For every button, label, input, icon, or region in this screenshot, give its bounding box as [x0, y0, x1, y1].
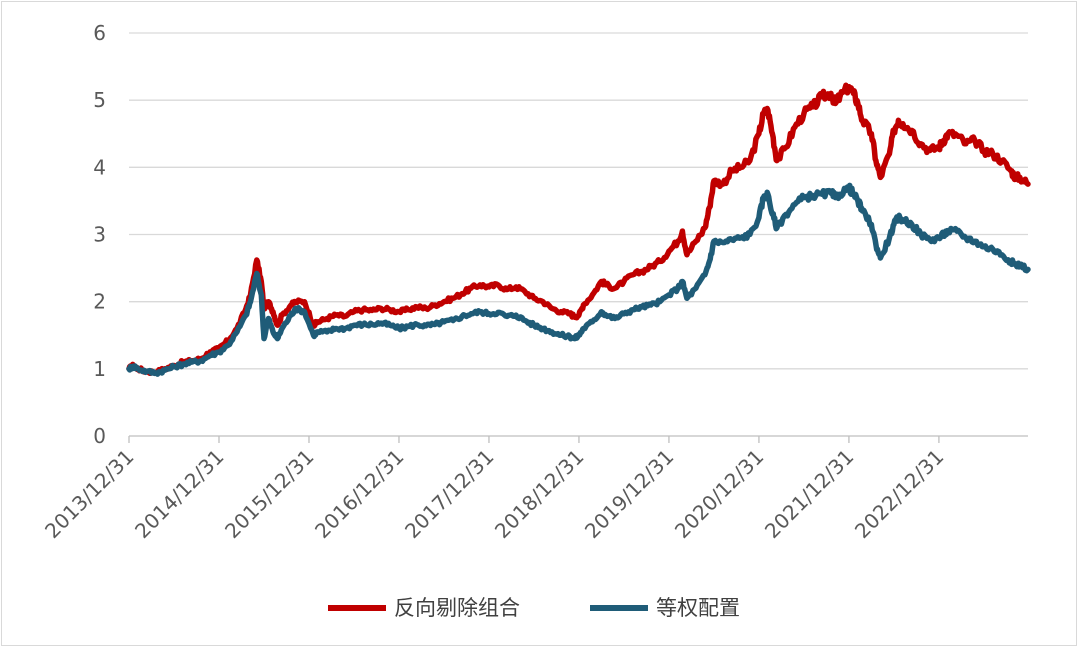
legend-item-reverse-removal: 反向剔除组合 [328, 596, 520, 620]
x-tick-label: 2014/12/31 [130, 445, 228, 543]
legend: 反向剔除组合 等权配置 [328, 596, 740, 620]
legend-item-equal-weight: 等权配置 [590, 596, 740, 620]
x-tick-label: 2022/12/31 [850, 445, 948, 543]
y-tick-label: 1 [93, 357, 106, 381]
x-axis [128, 435, 1028, 443]
legend-label-equal-weight: 等权配置 [656, 596, 740, 620]
series-line-reverse-removal [126, 82, 1031, 377]
grid-lines [129, 32, 1028, 370]
y-tick-label: 4 [93, 155, 106, 179]
x-tick-label: 2018/12/31 [490, 445, 588, 543]
y-tick-label: 2 [93, 290, 106, 314]
series-lines [126, 82, 1031, 377]
y-tick-label: 5 [93, 88, 106, 112]
x-tick-label: 2016/12/31 [310, 445, 408, 543]
y-tick-label: 0 [93, 424, 106, 448]
legend-label-reverse-removal: 反向剔除组合 [394, 596, 520, 620]
x-tick-label: 2020/12/31 [670, 445, 768, 543]
y-axis-tick-labels: 0 1 2 3 4 5 6 [93, 21, 106, 448]
x-tick-label: 2021/12/31 [760, 445, 858, 543]
x-tick-label: 2019/12/31 [580, 445, 678, 543]
x-tick-label: 2017/12/31 [400, 445, 498, 543]
y-tick-label: 3 [93, 223, 106, 247]
y-tick-label: 6 [93, 21, 106, 45]
x-tick-label: 2015/12/31 [220, 445, 318, 543]
series-line-equal-weight [126, 182, 1031, 377]
x-axis-tick-labels: 2013/12/312014/12/312015/12/312016/12/31… [40, 445, 948, 543]
x-tick-label: 2013/12/31 [40, 445, 138, 543]
